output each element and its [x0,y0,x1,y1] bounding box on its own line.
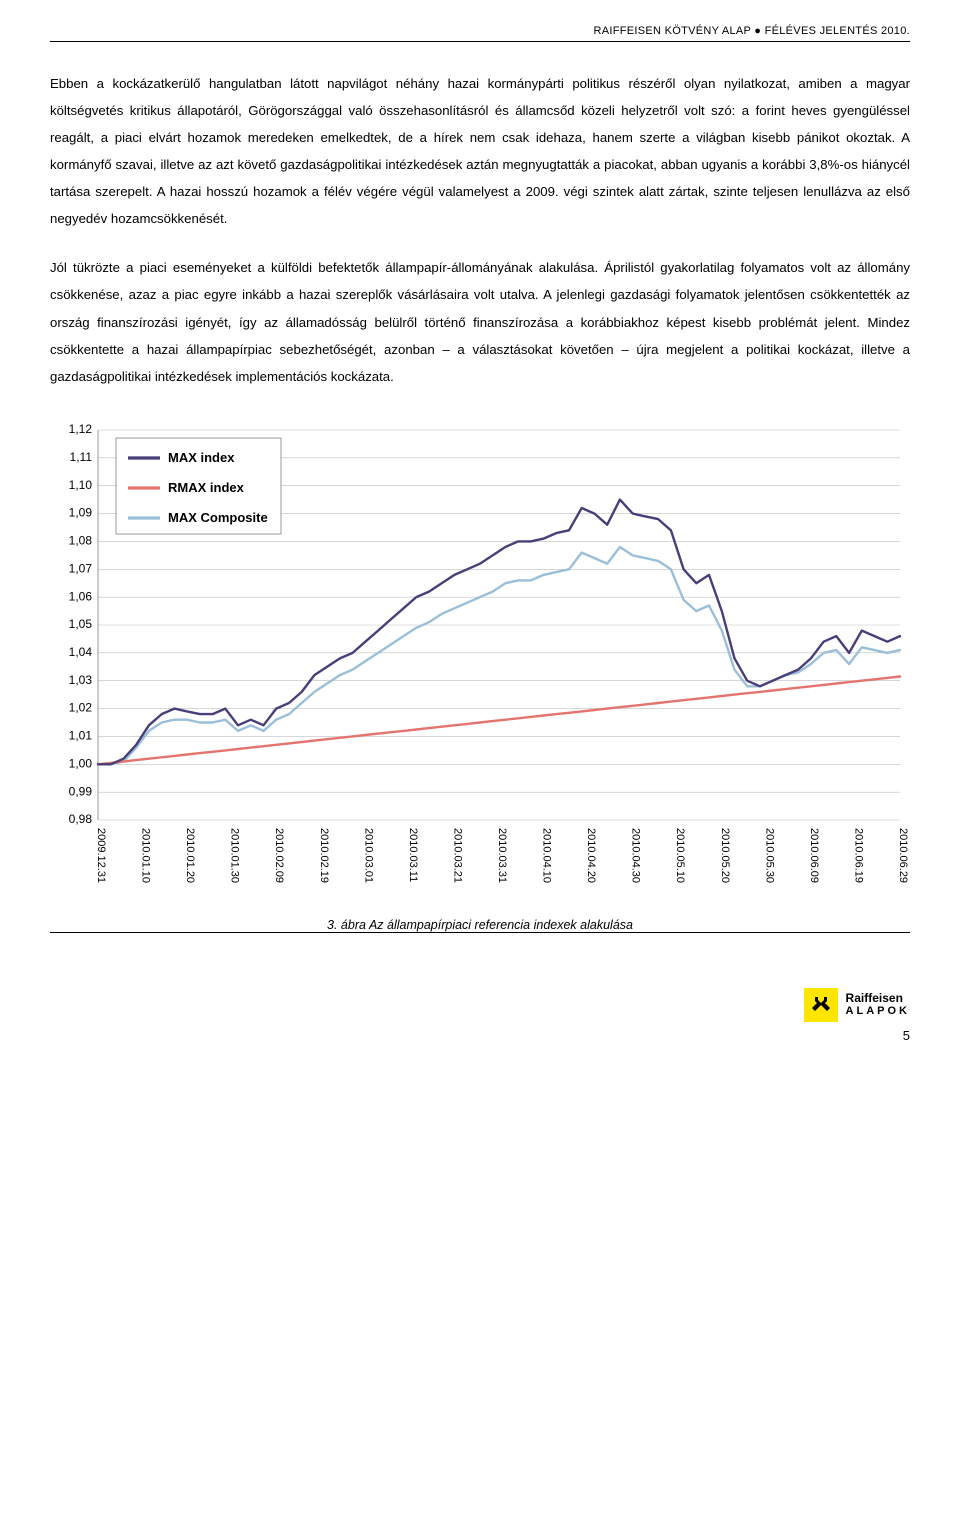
svg-text:1,06: 1,06 [69,589,93,603]
svg-text:1,03: 1,03 [69,673,93,687]
svg-text:1,11: 1,11 [70,450,93,464]
paragraph-2: Jól tükrözte a piaci eseményeket a külfö… [50,254,910,389]
svg-text:1,00: 1,00 [69,756,93,770]
chart-svg: 1,12 1,11 1,10 1,09 1,08 1,07 1,06 1,05 1,04 1,03… [50,420,910,900]
logo-name: Raiffeisen [846,992,910,1005]
svg-text:2010.05.20: 2010.05.20 [719,828,731,883]
paragraph-1: Ebben a kockázatkerülő hangulatban látot… [50,70,910,232]
svg-text:MAX index: MAX index [168,450,235,465]
page-footer: Raiffeisen ALAPOK [50,988,910,1022]
svg-text:0,98: 0,98 [69,812,93,826]
svg-text:0,99: 0,99 [69,784,93,798]
svg-text:1,12: 1,12 [69,422,93,436]
svg-text:2010.01.10: 2010.01.10 [140,828,152,883]
raiffeisen-logo-icon [804,988,838,1022]
svg-text:1,02: 1,02 [69,700,93,714]
chart-caption: 3. ábra Az állampapírpiaci referencia in… [50,918,910,932]
svg-text:1,05: 1,05 [69,617,93,631]
page-number: 5 [903,1028,910,1043]
svg-text:1,07: 1,07 [69,561,93,575]
svg-text:2010.06.29: 2010.06.29 [897,828,909,883]
svg-text:2010.05.30: 2010.05.30 [763,828,775,883]
svg-text:2010.01.20: 2010.01.20 [184,828,196,883]
svg-text:2010.02.09: 2010.02.09 [273,828,285,883]
svg-text:MAX Composite: MAX Composite [168,510,268,525]
svg-text:2010.03.01: 2010.03.01 [362,828,374,883]
svg-text:1,08: 1,08 [69,533,93,547]
logo-sub: ALAPOK [846,1005,910,1017]
svg-text:2010.04.30: 2010.04.30 [630,828,642,883]
svg-text:RMAX index: RMAX index [168,480,245,495]
svg-text:2010.05.10: 2010.05.10 [674,828,686,883]
svg-text:2010.02.19: 2010.02.19 [318,828,330,883]
svg-text:2009.12.31: 2009.12.31 [95,828,107,883]
line-chart: 1,12 1,11 1,10 1,09 1,08 1,07 1,06 1,05 1,04 1,03… [50,420,910,900]
svg-text:2010.03.21: 2010.03.21 [451,828,463,883]
svg-text:1,09: 1,09 [69,505,93,519]
svg-text:2010.04.20: 2010.04.20 [585,828,597,883]
svg-text:2010.06.09: 2010.06.09 [808,828,820,883]
svg-text:1,04: 1,04 [69,645,93,659]
page-header: RAIFFEISEN KÖTVÉNY ALAP ● FÉLÉVES JELENT… [50,0,910,42]
svg-text:1,10: 1,10 [69,478,93,492]
svg-text:2010.03.31: 2010.03.31 [496,828,508,883]
raiffeisen-logo: Raiffeisen ALAPOK [804,988,910,1022]
svg-text:2010.01.30: 2010.01.30 [229,828,241,883]
svg-text:2010.03.11: 2010.03.11 [407,828,419,882]
svg-text:2010.04.10: 2010.04.10 [541,828,553,883]
svg-text:2010.06.19: 2010.06.19 [852,828,864,883]
svg-text:1,01: 1,01 [69,728,93,742]
